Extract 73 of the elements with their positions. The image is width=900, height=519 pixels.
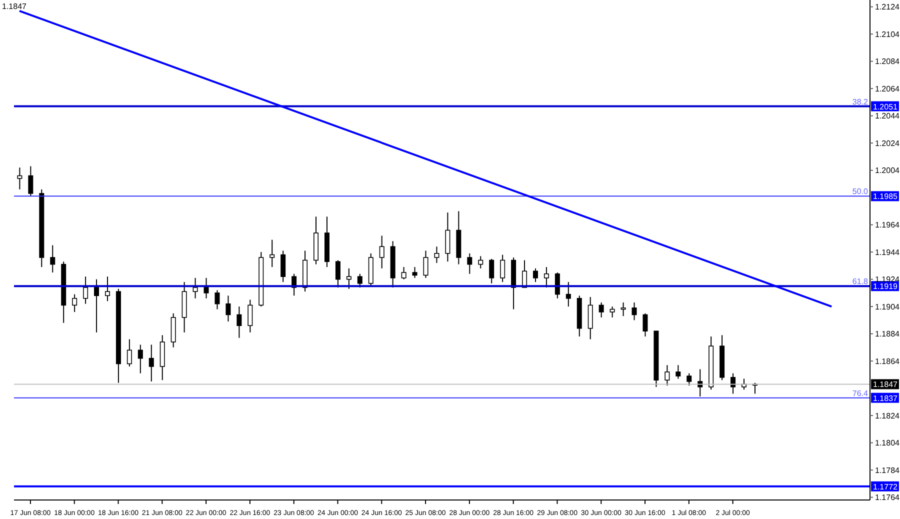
- candlestick: [730, 372, 736, 394]
- y-tick-label: 1.2064: [875, 84, 900, 94]
- ref-line-label: 1.1985: [873, 192, 898, 202]
- candlestick: [620, 302, 626, 317]
- y-tick-label: 1.2084: [875, 57, 900, 66]
- candlestick: [686, 372, 692, 386]
- candlestick: [72, 294, 78, 312]
- y-tick-label: 1.2024: [875, 138, 900, 148]
- candlestick: [280, 250, 286, 283]
- y-tick-label: 1.1804: [875, 438, 900, 448]
- y-tick-label: 1.1904: [875, 302, 900, 312]
- candlestick: [401, 266, 406, 280]
- y-tick-label: 1.2124: [875, 2, 900, 12]
- ref-line-label: 1.1772: [873, 482, 898, 492]
- candlestick: [104, 276, 110, 302]
- candlestick: [248, 299, 253, 333]
- candlestick: [138, 344, 143, 374]
- annotation: 50.0: [852, 187, 869, 196]
- candlestick: [642, 312, 648, 338]
- y-tick-label: 1.1864: [875, 356, 900, 366]
- candlestick: [445, 212, 450, 262]
- y-tick-label: 1.1884: [875, 330, 900, 339]
- y-tick-label: 1.2044: [875, 112, 900, 121]
- ref-line-label: 1.2051: [873, 102, 898, 112]
- candlestick: [423, 250, 428, 278]
- candlestick: [532, 268, 538, 283]
- annotation: 76.4: [852, 388, 869, 398]
- ref-line-label: 1.1847: [873, 380, 898, 390]
- candlestick: [544, 266, 549, 288]
- candlestick: [94, 278, 100, 333]
- candlestick: [698, 368, 703, 397]
- annotation: 38.2: [852, 97, 869, 106]
- candlestick: [357, 273, 362, 288]
- candlestick: [632, 302, 637, 321]
- candlestick: [204, 277, 209, 299]
- candlestick: [664, 364, 670, 386]
- y-tick-label: 1.1944: [875, 248, 900, 257]
- candlestick: [412, 266, 418, 278]
- candlestick: [50, 244, 56, 273]
- candlestick: [17, 167, 22, 190]
- y-tick-label: 1.1764: [875, 493, 900, 502]
- candlestick: [226, 295, 231, 322]
- candlestick: [83, 276, 88, 304]
- candlestick: [467, 252, 472, 274]
- candlestick: [500, 254, 506, 283]
- candlestick: [610, 306, 615, 318]
- candlestick: [489, 258, 494, 284]
- candlestick: [598, 302, 604, 318]
- candlestick: [335, 260, 340, 288]
- candlestick: [478, 256, 484, 269]
- candlestick: [676, 364, 681, 380]
- y-tick-label: 1.1964: [875, 220, 900, 230]
- ref-line-label: 1.1837: [873, 394, 898, 403]
- candlestick: [214, 290, 220, 310]
- candlestick: [126, 338, 132, 367]
- y-tick-label: 1.2104: [875, 30, 900, 39]
- candlestick: [28, 166, 34, 197]
- candlestick: [588, 296, 593, 340]
- candlestick: [270, 239, 275, 268]
- ref-line-label: 1.1919: [873, 282, 898, 292]
- candlestick: [346, 268, 352, 290]
- y-tick-label: 1.1824: [875, 411, 900, 420]
- candlestick: [236, 306, 242, 338]
- candlestick: [566, 282, 571, 308]
- candlestick: [148, 344, 154, 382]
- y-tick-label: 1.1784: [875, 466, 900, 475]
- candlestick: [379, 235, 384, 269]
- candlestick: [522, 260, 528, 288]
- candlestick: [192, 277, 198, 299]
- candlestick: [434, 246, 440, 264]
- y-tick-label: 1.2004: [875, 166, 900, 176]
- annotation: 61.8: [852, 277, 869, 286]
- annotation: 1.1847: [2, 2, 26, 11]
